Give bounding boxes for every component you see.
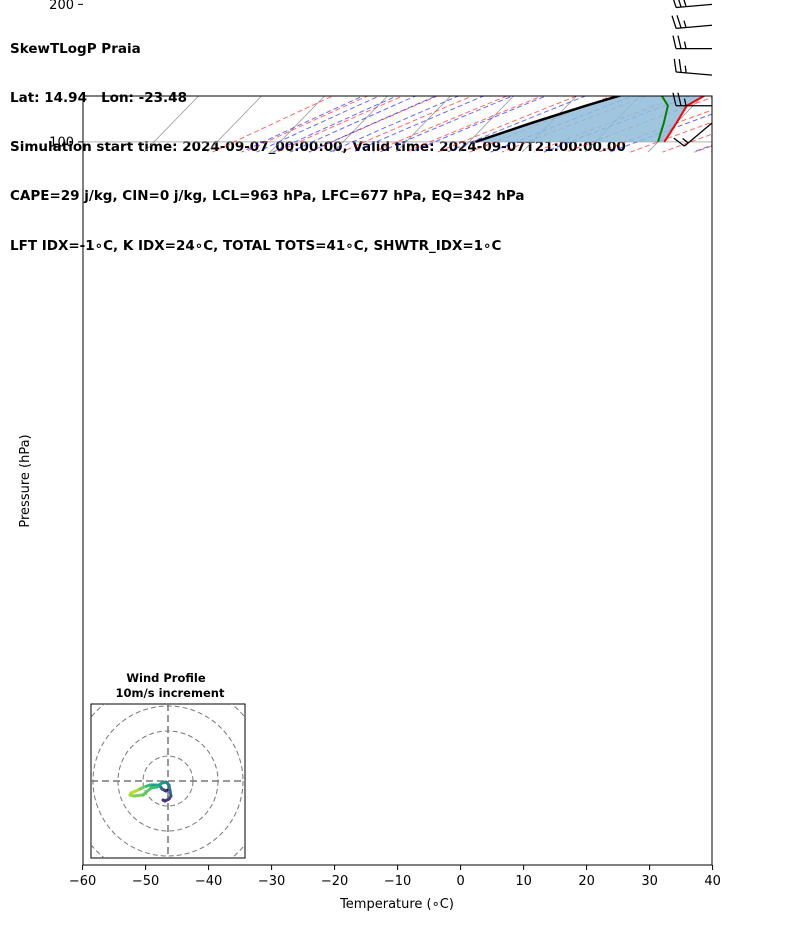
barb-flag	[673, 58, 677, 73]
indices-line-1: CAPE=29 j/kg, CIN=0 j/kg, LCL=963 hPa, L…	[10, 188, 525, 205]
barb-flag	[672, 35, 677, 49]
wind-barb	[673, 122, 713, 147]
barb-staff	[676, 24, 713, 30]
barb-half-flag	[683, 41, 687, 49]
chart-title: SkewTLogP Praia	[10, 40, 141, 57]
x-tick-label: 10	[515, 874, 532, 889]
dry-adiabat-line	[694, 145, 712, 153]
barb-half-flag	[682, 138, 689, 144]
isotherm-line	[774, 0, 794, 152]
barb-flag	[671, 15, 677, 29]
x-tick-label: 40	[704, 874, 721, 889]
barb-flag	[676, 15, 682, 29]
dry-adiabat-line	[727, 0, 794, 152]
barb-half-flag	[683, 0, 687, 7]
wind-barb	[672, 35, 712, 50]
inset-title: Wind Profile	[126, 671, 206, 685]
x-tick-label: −10	[384, 874, 411, 889]
x-tick-label: −20	[321, 874, 348, 889]
barb-half-flag	[683, 20, 687, 28]
wind-barb	[673, 58, 713, 76]
indices-line-2: LFT IDX=-1∘C, K IDX=24∘C, TOTAL TOTS=41∘…	[10, 237, 502, 254]
barb-flag	[673, 0, 677, 8]
y-axis-label: Pressure (hPa)	[18, 434, 33, 527]
x-tick-label: 0	[456, 874, 464, 889]
hodograph-segment	[161, 798, 167, 803]
x-tick-label: 20	[578, 874, 595, 889]
barb-flag	[672, 92, 677, 106]
barb-staff	[676, 3, 713, 9]
x-tick-label: 30	[641, 874, 658, 889]
barb-flag	[673, 137, 685, 147]
x-tick-label: −50	[132, 874, 159, 889]
location-line: Lat: 14.94 Lon: -23.48	[10, 90, 187, 107]
dry-adiabat-line	[662, 133, 712, 153]
x-tick-label: −30	[258, 874, 285, 889]
wind-barb	[672, 92, 712, 107]
barb-half-flag	[684, 65, 687, 73]
x-axis-label: Temperature (∘C)	[339, 897, 454, 912]
wind-barb	[673, 0, 713, 9]
chart-title-block: SkewTLogP Praia Lat: 14.94 Lon: -23.48 S…	[10, 8, 626, 271]
x-axis-ticks: −60 −50 −40 −30 −20 −10 0 10 20 30 40	[69, 865, 721, 889]
barb-flag	[678, 59, 682, 73]
y-axis-ticks: 1000900800700600500400300200100	[49, 0, 83, 150]
hodograph-segment	[141, 786, 153, 797]
barb-flag	[677, 92, 682, 106]
x-tick-label: −40	[195, 874, 222, 889]
barb-flag	[678, 0, 682, 8]
barb-staff	[684, 122, 713, 147]
barb-half-flag	[683, 98, 687, 106]
moist-adiabat-line	[692, 144, 712, 153]
cape-shading	[475, 96, 704, 142]
wind-profile-inset: Wind Profile 10m/s increment	[90, 671, 246, 859]
y-tick-label: 200	[49, 0, 74, 13]
time-line: Simulation start time: 2024-09-07_00:00:…	[10, 139, 626, 156]
hodograph-segment	[132, 793, 145, 798]
inset-subtitle: 10m/s increment	[116, 686, 225, 700]
wind-barbs	[671, 0, 713, 147]
x-tick-label: −60	[69, 874, 96, 889]
y-tick-label: 100	[49, 135, 74, 150]
dry-adiabat-line	[759, 0, 794, 152]
barb-staff	[676, 71, 713, 76]
wind-barb	[671, 15, 713, 30]
background-lines	[83, 0, 794, 153]
barb-flag	[677, 35, 682, 49]
isotherm-line	[710, 150, 712, 153]
cape-area	[475, 96, 704, 142]
